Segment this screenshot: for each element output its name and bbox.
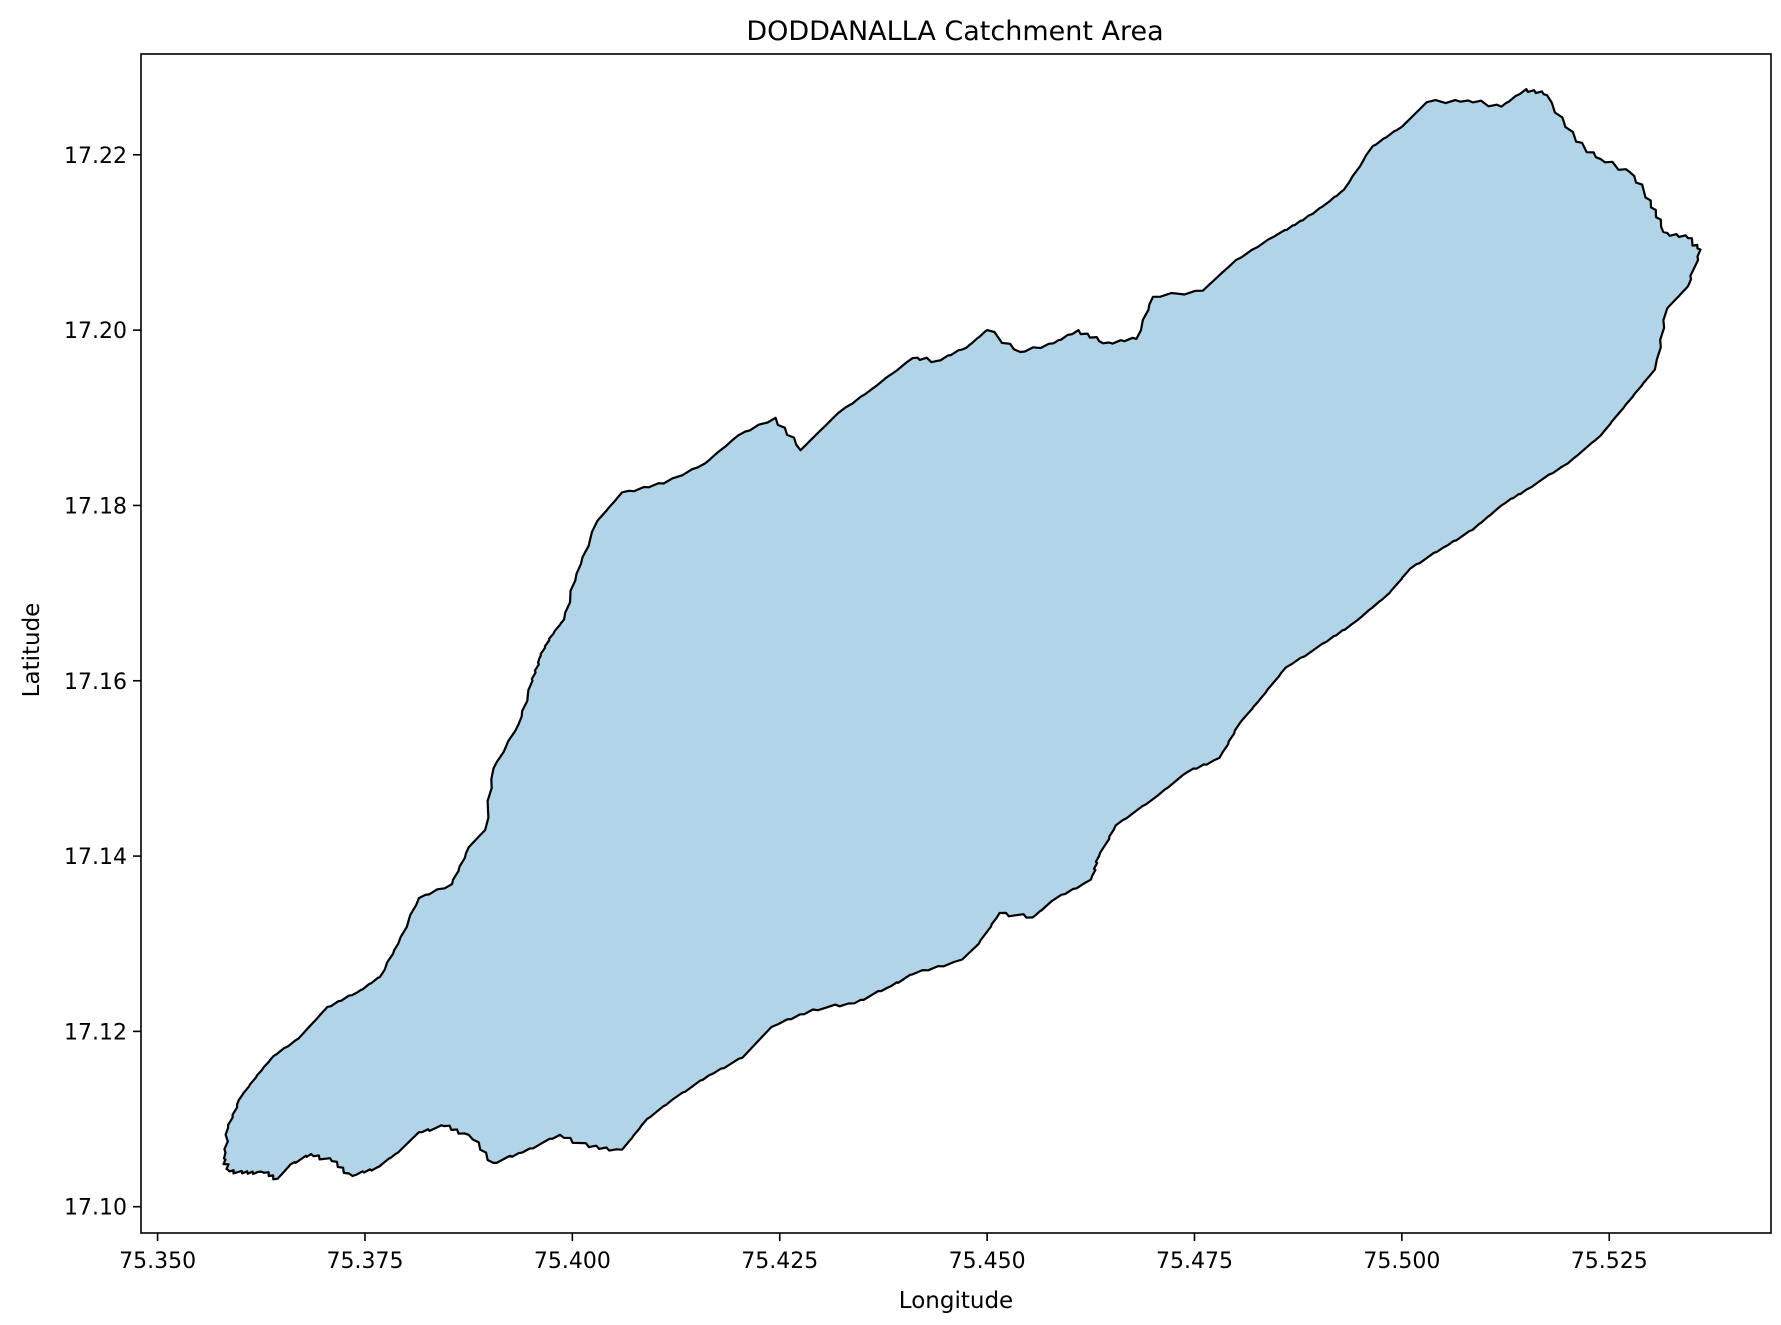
y-tick-label: 17.10 <box>64 1196 127 1221</box>
x-tick-label: 75.375 <box>326 1249 403 1274</box>
y-tick-label: 17.12 <box>64 1020 127 1045</box>
x-tick-label: 75.500 <box>1363 1249 1440 1274</box>
y-tick-label: 17.18 <box>64 494 127 519</box>
x-axis-label: Longitude <box>899 1288 1013 1314</box>
y-tick-label: 17.14 <box>64 845 127 870</box>
y-axis: 17.10 17.12 17.14 17.16 17.18 17.20 17.22 <box>64 144 141 1221</box>
catchment-area-polygon <box>222 88 1702 1181</box>
chart-title: DODDANALLA Catchment Area <box>746 16 1163 47</box>
x-tick-label: 75.350 <box>119 1249 196 1274</box>
y-tick-label: 17.16 <box>64 670 127 695</box>
y-tick-label: 17.22 <box>64 144 127 169</box>
plot-area <box>140 53 1772 1234</box>
plot-frame <box>140 53 1772 1234</box>
x-tick-label: 75.475 <box>1156 1249 1233 1274</box>
x-tick-label: 75.450 <box>949 1249 1026 1274</box>
x-tick-label: 75.400 <box>534 1249 611 1274</box>
x-tick-label: 75.525 <box>1571 1249 1648 1274</box>
y-tick-label: 17.20 <box>64 319 127 344</box>
x-axis: 75.350 75.375 75.400 75.425 75.450 75.475 75.5… <box>119 1233 1648 1274</box>
x-tick-label: 75.425 <box>741 1249 818 1274</box>
y-axis-label: Latitude <box>19 603 45 698</box>
